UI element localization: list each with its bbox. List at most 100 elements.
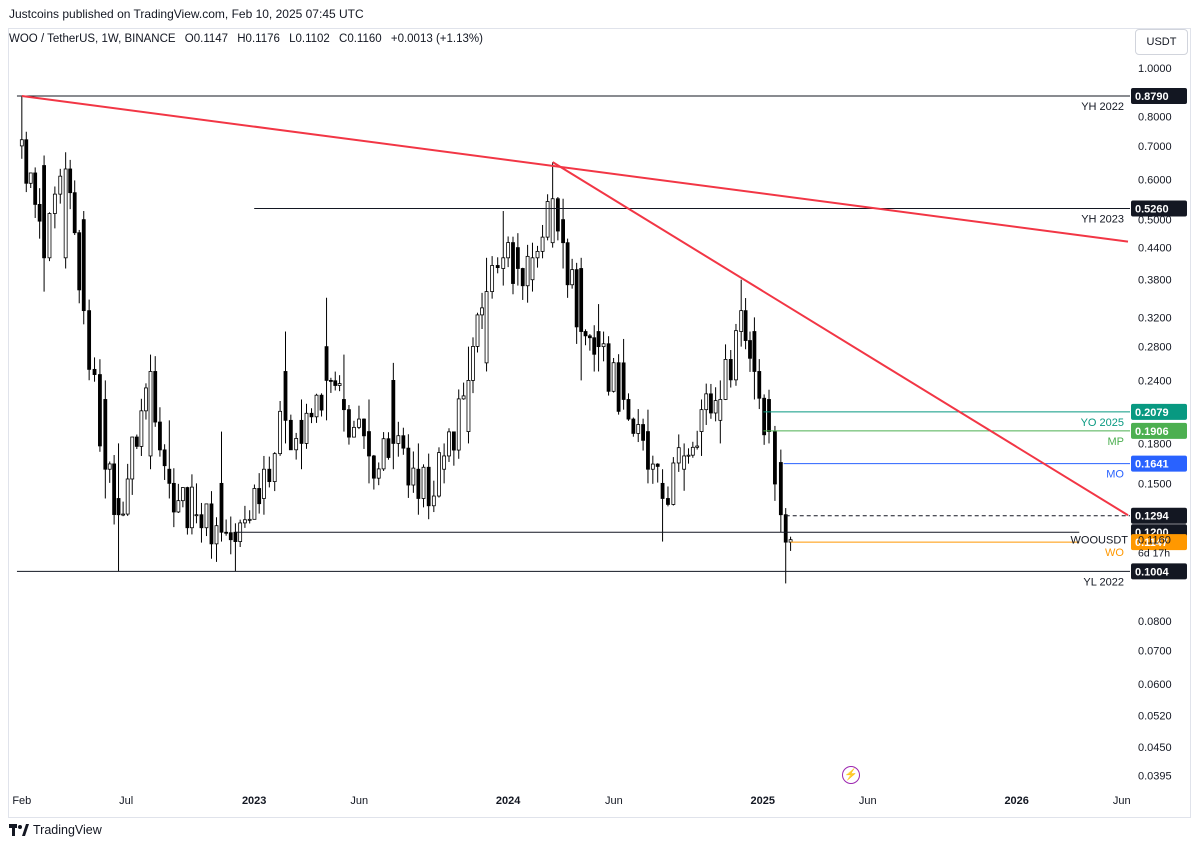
y-tick-label: 0.0800: [1138, 616, 1172, 628]
candle-body: [262, 468, 266, 499]
candle-body: [130, 436, 135, 480]
candle-body: [579, 268, 584, 332]
candle-body: [540, 236, 545, 252]
tradingview-logo[interactable]: TradingView: [9, 823, 102, 837]
candle-body: [171, 482, 176, 513]
candle-body: [42, 165, 46, 259]
candle-body: [278, 410, 283, 455]
candle-body: [636, 424, 641, 434]
candle-body: [728, 359, 733, 381]
candle-body: [58, 175, 63, 195]
candle-body: [371, 455, 376, 479]
x-tick-label: 2024: [496, 795, 521, 807]
y-tick-label: 0.3200: [1138, 312, 1172, 324]
symbol-pair[interactable]: WOO / TetherUS, 1W, BINANCE: [9, 33, 176, 45]
candle-body: [456, 398, 461, 451]
candle-body: [333, 380, 338, 386]
y-tick-label: 0.2400: [1138, 375, 1172, 387]
level-name: YO 2025: [1081, 417, 1124, 429]
y-tick-label: 0.0700: [1138, 645, 1172, 657]
candle-body: [475, 314, 480, 347]
candle-body: [471, 346, 475, 381]
x-tick-label: Jun: [350, 795, 368, 807]
candle-body: [28, 172, 33, 184]
price-label-text: 0.8790: [1135, 91, 1169, 103]
candle-body: [626, 399, 631, 420]
candle-body: [709, 393, 713, 414]
candle-body: [125, 478, 130, 515]
candle-body: [451, 431, 456, 451]
candle-body: [561, 219, 565, 244]
candle-body: [690, 446, 695, 456]
candle-body: [530, 257, 535, 281]
candle-body: [495, 265, 500, 269]
y-tick-label: 0.3800: [1138, 275, 1172, 287]
candle-body: [247, 518, 252, 521]
y-tick-label: 0.2800: [1138, 342, 1172, 354]
candle-body: [347, 409, 351, 438]
ohlc-high: H0.1176: [237, 33, 280, 45]
symbol-label: WOOUSDT: [1071, 535, 1129, 547]
price-label-text: 0.1906: [1135, 426, 1169, 438]
candle-body: [209, 503, 214, 545]
symbol-info-bar: WOO / TetherUS, 1W, BINANCE O0.1147 H0.1…: [9, 33, 489, 45]
trendline: [21, 95, 1129, 243]
candle-body: [416, 468, 421, 499]
y-tick-label: 0.7000: [1138, 141, 1172, 153]
y-tick-label: 0.0600: [1138, 679, 1172, 691]
candle-body: [92, 368, 97, 375]
candle-body: [52, 193, 57, 214]
candle-body: [283, 371, 288, 421]
candle-body: [98, 374, 102, 447]
price-label-text: 0.5260: [1135, 204, 1169, 216]
candle-body: [288, 419, 293, 451]
candle-body: [650, 463, 655, 470]
candle-body: [87, 310, 92, 370]
level-name: YH 2023: [1081, 214, 1124, 226]
candle-body: [176, 500, 181, 513]
candle-body: [757, 371, 762, 399]
candle-body: [294, 438, 299, 451]
price-label-text: 0.2079: [1135, 407, 1169, 419]
candle-body: [357, 418, 361, 428]
candle-body: [224, 531, 229, 534]
candle-body: [139, 410, 144, 447]
candle-body: [68, 168, 73, 194]
candle-body: [180, 487, 185, 502]
candle-body: [525, 255, 530, 287]
tradingview-brand: TradingView: [33, 823, 102, 837]
candle-body: [406, 447, 411, 486]
candle-body: [511, 242, 515, 284]
candle-body: [447, 431, 451, 457]
candle-body: [713, 400, 718, 414]
candle-body: [167, 468, 172, 484]
candle-body: [466, 380, 471, 432]
candle-body: [107, 463, 112, 470]
y-tick-label: 0.0450: [1138, 742, 1172, 754]
publisher-caption: Justcoins published on TradingView.com, …: [9, 7, 364, 21]
tradingview-logo-icon: [9, 824, 29, 836]
price-label-box: [1131, 534, 1187, 551]
candle-body: [352, 426, 356, 438]
candle-body: [121, 513, 126, 516]
price-label-box: [1131, 422, 1187, 439]
currency-button[interactable]: USDT: [1135, 29, 1188, 55]
candle-body: [337, 383, 342, 386]
price-label-box: [1131, 507, 1187, 524]
candle-body: [158, 421, 162, 451]
ohlc-open: O0.1147: [184, 33, 229, 45]
candle-body: [704, 393, 709, 411]
candle-body: [299, 419, 304, 444]
candle-body: [611, 362, 616, 392]
y-tick-label: 0.0520: [1138, 710, 1172, 722]
candle-body: [621, 362, 626, 400]
price-label-text: 0.1641: [1135, 459, 1169, 471]
candle-body: [587, 335, 592, 339]
price-label-box: [1131, 88, 1187, 105]
candle-body: [134, 436, 139, 447]
candle-body: [666, 498, 670, 505]
candle-body: [506, 242, 511, 259]
events-bolt-icon[interactable]: ⚡: [842, 766, 860, 784]
trendline: [552, 161, 1129, 517]
